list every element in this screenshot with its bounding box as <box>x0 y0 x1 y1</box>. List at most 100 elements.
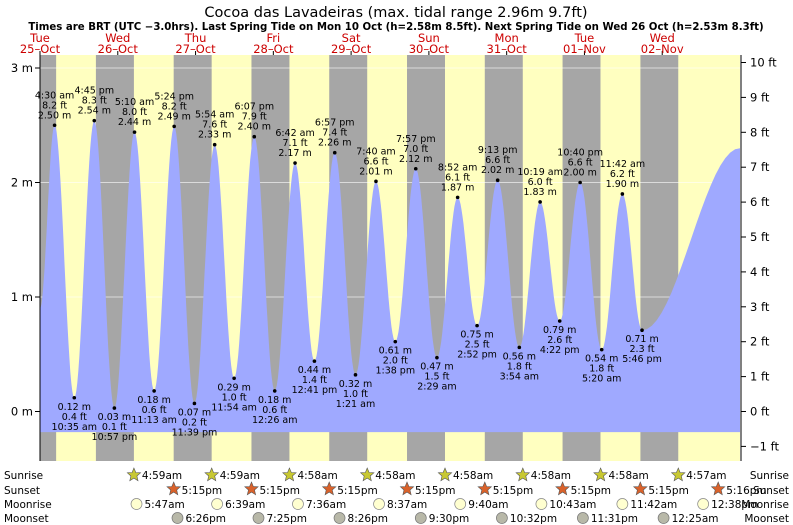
high-tide-label: 4:30 am <box>35 90 74 101</box>
low-tide-point <box>152 389 156 393</box>
low-tide-label: 1:21 am <box>336 399 375 410</box>
low-tide-point <box>435 355 439 360</box>
low-tide-label: 1.0 ft <box>343 389 368 400</box>
sunrise-time: 4:58am <box>297 470 337 482</box>
low-tide-point <box>599 347 604 352</box>
high-tide-label: 6.6 ft <box>363 156 388 167</box>
low-tide-point <box>517 345 522 350</box>
low-tide-point <box>72 395 77 400</box>
day-name: Sat <box>342 31 361 45</box>
low-tide-point <box>232 376 236 381</box>
high-tide-label: 6.6 ft <box>485 155 510 166</box>
sunset-time: 5:15pm <box>337 485 377 497</box>
day-name: Wed <box>650 31 675 45</box>
high-tide-label: 2.54 m <box>78 106 111 117</box>
tide-water-area <box>40 120 740 433</box>
moonrise-time: 5:47am <box>145 499 185 511</box>
high-tide-point <box>538 200 542 204</box>
day-name: Wed <box>105 31 130 45</box>
moonrise-time: 9:40am <box>468 499 508 511</box>
low-tide-point <box>353 373 358 377</box>
low-tide-point <box>312 359 317 363</box>
low-tide-label: 1.5 ft <box>424 372 449 383</box>
sunset-icon <box>710 481 726 496</box>
low-tide-label: 3:54 am <box>500 371 539 382</box>
sunset-icon <box>244 481 259 496</box>
sunrise-icon <box>126 467 142 482</box>
low-tide-label: 10:57 pm <box>92 432 138 443</box>
high-tide-label: 10:19 am <box>517 167 562 178</box>
moonset-time: 10:32pm <box>510 513 557 525</box>
high-tide-label: 2.17 m <box>278 148 311 159</box>
sunrise-time: 4:58am <box>609 470 649 482</box>
low-tide-label: 4:22 pm <box>540 345 580 356</box>
high-tide-label: 2.26 m <box>318 138 351 149</box>
low-tide-point <box>475 323 479 328</box>
moonrise-icon <box>211 498 223 510</box>
chart-title: Cocoa das Lavadeiras (max. tidal range 2… <box>204 5 587 21</box>
sunrise-time: 4:57am <box>686 470 726 482</box>
day-date: 26–Oct <box>98 42 139 56</box>
y-tick-label-m: 3 m <box>11 61 33 75</box>
low-tide-label: 10:35 am <box>52 422 97 433</box>
high-tide-label: 9:13 pm <box>478 145 518 156</box>
low-tide-point <box>557 319 562 323</box>
low-tide-label: 0.61 m <box>379 346 412 357</box>
high-tide-point <box>578 180 582 185</box>
sun-moon-rows: Sunrise Sunset Moonrise Moonset Sunrise … <box>4 467 789 525</box>
row-label-sunrise-right: Sunrise <box>750 470 789 482</box>
high-tide-label: 5:10 am <box>115 97 154 108</box>
y-tick-label-ft: 2 ft <box>750 335 770 349</box>
high-tide-label: 5:24 pm <box>154 91 194 102</box>
moonset-time: 11:31pm <box>591 513 638 525</box>
low-tide-point <box>112 406 117 410</box>
row-label-moonrise-left: Moonrise <box>4 499 52 511</box>
sunset-icon <box>555 481 570 496</box>
high-tide-label: 10:40 pm <box>557 148 603 159</box>
low-tide-label: 0.4 ft <box>62 412 87 423</box>
high-tide-label: 7.9 ft <box>242 112 267 123</box>
high-tide-label: 8.2 ft <box>42 100 67 111</box>
sunset-time: 5:16pm <box>726 485 766 497</box>
low-tide-label: 0.18 m <box>258 395 291 406</box>
y-tick-label-ft: 1 ft <box>750 370 770 384</box>
moonset-icon <box>171 512 184 524</box>
high-tide-label: 5:54 am <box>195 110 234 121</box>
low-tide-point <box>393 339 398 344</box>
y-tick-label-ft: 4 ft <box>750 265 770 279</box>
low-tide-label: 0.47 m <box>420 362 453 373</box>
moonrise-time: 11:42am <box>630 499 677 511</box>
high-tide-label: 1.90 m <box>606 179 639 190</box>
day-date: 28–Oct <box>253 42 294 56</box>
high-tide-label: 1.87 m <box>441 182 474 193</box>
row-label-moonset-right: Moonset <box>744 513 789 525</box>
low-tide-label: 1.4 ft <box>302 375 327 386</box>
low-tide-label: 2.6 ft <box>547 335 572 346</box>
moonset-icon <box>333 512 346 524</box>
moonset-icon <box>577 512 589 524</box>
high-tide-point <box>620 192 625 196</box>
low-tide-label: 12:41 pm <box>292 385 338 396</box>
moonrise-icon <box>535 498 548 510</box>
moonrise-time: 8:37am <box>387 499 427 511</box>
high-tide-label: 2.44 m <box>118 117 151 128</box>
low-tide-label: 0.79 m <box>543 325 576 336</box>
low-tide-label: 0.07 m <box>178 407 211 418</box>
sunrise-time: 4:59am <box>142 470 182 482</box>
sunset-time: 5:15pm <box>493 485 533 497</box>
low-tide-label: 2.3 ft <box>630 344 655 355</box>
high-tide-label: 2.12 m <box>399 154 432 165</box>
row-label-moonset-left: Moonset <box>4 513 49 525</box>
day-name: Tue <box>574 31 595 45</box>
day-date: 01–Nov <box>563 42 606 56</box>
sunrise-time: 4:59am <box>220 470 260 482</box>
low-tide-label: 0.6 ft <box>262 405 287 416</box>
moonset-icon <box>252 512 265 524</box>
low-tide-label: 2.0 ft <box>383 356 408 367</box>
high-tide-point <box>52 123 57 128</box>
high-tide-point <box>252 134 257 139</box>
high-tide-label: 8:52 am <box>438 162 477 173</box>
moonset-icon <box>657 512 670 524</box>
sunset-icon <box>399 481 415 496</box>
